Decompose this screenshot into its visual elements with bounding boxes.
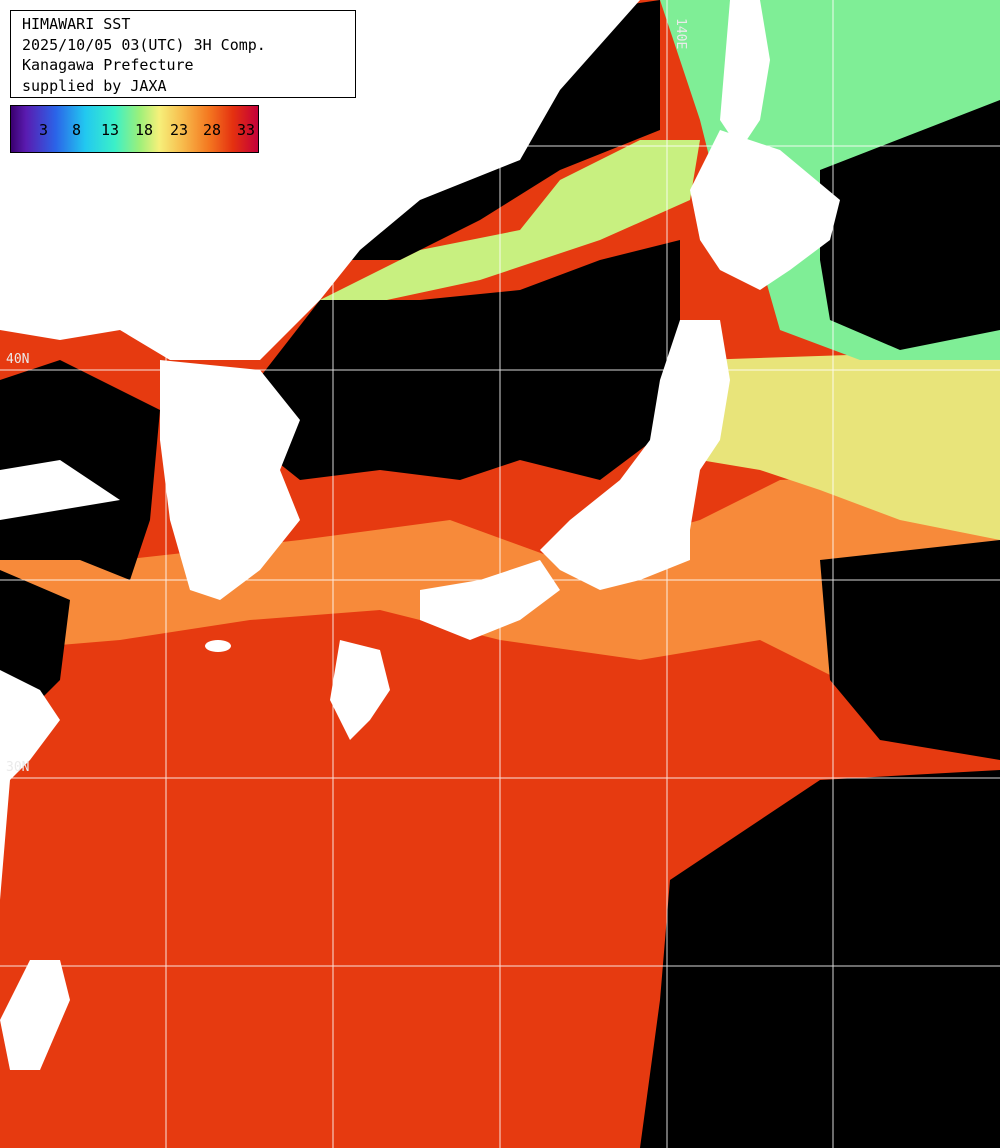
cloud-mask-northeast bbox=[820, 100, 1000, 350]
data-source: supplied by JAXA bbox=[22, 76, 167, 95]
lon-label-140e: 140E bbox=[673, 18, 688, 50]
timestamp: 2025/10/05 03(UTC) 3H Comp. bbox=[22, 35, 266, 54]
legend-tick: 23 bbox=[170, 121, 189, 139]
sea-surface-cool bbox=[700, 350, 1000, 540]
region-name: Kanagawa Prefecture bbox=[22, 56, 194, 74]
legend-tick: 18 bbox=[135, 121, 154, 139]
cloud-mask-sea-of-japan bbox=[250, 240, 680, 480]
lat-label-30n: 30N bbox=[6, 760, 30, 775]
cloud-mask-east bbox=[820, 540, 1000, 760]
land-jeju bbox=[205, 640, 231, 652]
land-kyushu bbox=[330, 640, 390, 740]
cloud-mask-southeast bbox=[640, 770, 1000, 1148]
legend-tick: 28 bbox=[203, 121, 222, 139]
sea-surface-cold-strip bbox=[320, 140, 700, 310]
cloud-mask-west bbox=[0, 360, 160, 580]
legend-tick: 3 bbox=[39, 121, 49, 139]
legend-tick: 33 bbox=[237, 121, 256, 139]
land-china-east bbox=[0, 670, 60, 900]
legend-tick: 8 bbox=[72, 121, 82, 139]
land-hokkaido bbox=[690, 130, 840, 290]
land-honshu bbox=[540, 320, 730, 590]
product-title: HIMAWARI SST bbox=[22, 15, 131, 33]
land-taiwan bbox=[0, 960, 70, 1070]
land-china-coast bbox=[0, 460, 120, 520]
land-sakhalin bbox=[720, 0, 770, 150]
lat-label-40n: 40N bbox=[6, 352, 30, 367]
color-legend: 3 8 13 18 23 28 33 bbox=[10, 105, 259, 153]
land-korea bbox=[160, 360, 300, 600]
legend-tick: 13 bbox=[101, 121, 120, 139]
info-panel: HIMAWARI SST 2025/10/05 03(UTC) 3H Comp.… bbox=[10, 10, 356, 98]
